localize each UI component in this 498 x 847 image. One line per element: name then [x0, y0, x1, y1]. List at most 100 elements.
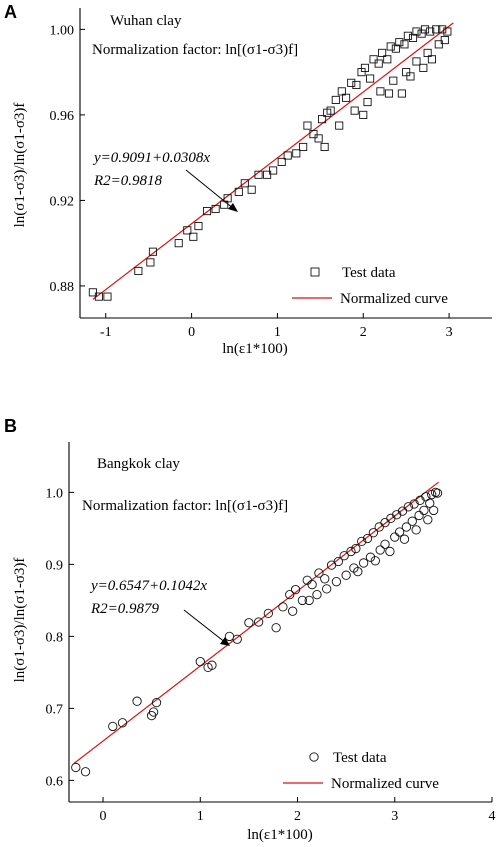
panel-b-data-point — [288, 606, 298, 616]
panel-b-legend-test-data: Test data — [333, 750, 387, 766]
panel-a-data-point — [277, 157, 286, 166]
panel-a-x-tick-label: 1 — [274, 325, 281, 340]
panel-a-data-point — [314, 134, 323, 143]
panel-b-legend-normalized-curve: Normalized curve — [331, 776, 439, 792]
panel-a-data-point — [383, 55, 392, 64]
panel-b-data-point — [394, 527, 405, 537]
panel-a-data-point — [350, 106, 359, 115]
panel-a-y-tick-label: 1.00 — [50, 23, 75, 38]
panel-a-data-point — [374, 59, 383, 68]
panel-a-data-point — [419, 63, 428, 72]
panel-b-data-point — [331, 577, 342, 587]
panel-a-data-point — [174, 239, 183, 248]
panel-b-annotation-arrow — [183, 609, 227, 644]
panel-b-data-point — [411, 525, 421, 535]
panel-a-data-point — [337, 87, 346, 96]
panel-b-data-point — [401, 522, 412, 532]
panel-a-fit-line — [92, 22, 454, 300]
panel-b-x-tick-label: 1 — [197, 809, 204, 824]
panel-b-data-point — [108, 721, 118, 732]
panel-b-data-point — [278, 602, 288, 612]
panel-a-data-point — [440, 36, 449, 45]
panel-a-letter: A — [4, 2, 17, 22]
panel-b-x-tick-label: 0 — [100, 809, 107, 824]
panel-b-ticks: 0 1 2 3 4 0.6 0.7 0.8 0.9 1.0 — [46, 486, 496, 824]
panel-a-data-point — [194, 222, 203, 231]
panel-a-data-point — [386, 42, 395, 51]
panel-b-data-point — [285, 589, 295, 600]
panel-b-data-point — [244, 618, 254, 628]
panel-b-x-tick-label: 3 — [391, 809, 398, 824]
panel-a-data-points — [88, 25, 452, 301]
panel-a-title: Wuhan clay — [110, 13, 182, 29]
panel-b-y-tick-label: 0.9 — [46, 558, 64, 573]
panel-b-x-tick-label: 2 — [294, 809, 301, 824]
panel-a-data-point — [360, 63, 370, 72]
panel-b-data-point — [390, 532, 400, 542]
panel-a-data-point — [299, 142, 308, 152]
panel-a-y-label: ln(σ1-σ3)/ln(σ1-σ3)f — [12, 103, 28, 228]
panel-b-title: Bangkok clay — [97, 456, 180, 472]
panel-a-data-point — [320, 142, 329, 152]
panel-b-data-point — [357, 536, 367, 547]
panel-a-data-point — [400, 40, 409, 49]
panel-b-data-point — [375, 545, 385, 555]
panel-a-fit-curve — [92, 22, 454, 300]
panel-a-data-point — [247, 185, 256, 194]
panel-b-data-point — [403, 502, 414, 512]
panel-a-data-point — [412, 57, 421, 66]
panel-a-data-point — [395, 38, 404, 47]
panel-b-data-point — [297, 595, 308, 606]
panel-a-data-point — [384, 89, 394, 98]
panel-a-arrow-head — [228, 203, 238, 212]
panel-b-data-point — [148, 707, 159, 717]
panel-a-x-tick-label: 2 — [360, 325, 367, 340]
panel-a-x-tick-label: 0 — [188, 325, 195, 340]
panel-a-y-tick-label: 0.88 — [50, 280, 75, 295]
panel-a-data-point — [434, 40, 443, 49]
panel-a-data-point — [342, 93, 351, 102]
panel-b-y-label: ln(σ1-σ3)/ln(σ1-σ3)f — [12, 558, 28, 683]
panel-a-data-point — [240, 179, 249, 188]
panel-b-subtitle: Normalization factor: ln[(σ1-σ3)f] — [82, 498, 288, 514]
panel-b-y-tick-label: 1.0 — [46, 486, 64, 501]
panel-a-data-point — [309, 130, 318, 139]
panel-b-data-point — [320, 574, 330, 584]
panel-b-data-point — [353, 566, 363, 577]
panel-a-y-tick-label: 0.92 — [50, 194, 75, 209]
panel-b-data-point — [380, 517, 390, 528]
panel-b-data-point — [362, 533, 373, 544]
panel-a-data-point — [223, 194, 232, 203]
panel-b-equation: y=0.6547+0.1042x — [89, 578, 207, 594]
panel-b-data-point — [368, 528, 379, 538]
panel-b-y-tick-label: 0.7 — [46, 702, 64, 717]
panel-b-data-point — [307, 579, 317, 590]
panel-b-y-tick-label: 0.6 — [46, 774, 64, 789]
panel-b-data-point — [341, 570, 351, 580]
panel-a-data-point — [269, 166, 278, 175]
panel-b-data-point — [71, 762, 81, 773]
panel-a-data-point — [402, 68, 411, 77]
panel-b-data-point — [132, 696, 142, 706]
panel-a-data-point — [211, 204, 220, 214]
panel-a-data-point — [363, 98, 372, 107]
panel-b-fit-curve — [73, 481, 439, 764]
panel-b-data-point — [351, 543, 361, 554]
panel-b-data-point — [271, 623, 281, 633]
panel-a-data-point — [406, 72, 415, 81]
panel-b-data-point — [380, 539, 390, 549]
panel-a-x-tick-label: 3 — [446, 325, 453, 340]
panel-b-data-point — [399, 534, 410, 544]
panel-a-data-point — [421, 25, 430, 34]
panel-a-subtitle: Normalization factor: ln[(σ1-σ3)f] — [92, 42, 298, 58]
panel-b-data-point — [304, 595, 314, 606]
panel-b-x-label: ln(ε1*100) — [247, 827, 312, 843]
panel-b-data-point — [365, 552, 376, 562]
panel-b-data-point — [407, 516, 417, 526]
panel-a-legend-test-data: Test data — [342, 265, 396, 281]
panel-a-data-point — [376, 87, 385, 96]
panel-b-data-point — [232, 634, 242, 644]
panel-a-data-point — [254, 170, 263, 179]
panel-a-data-point — [403, 31, 412, 40]
